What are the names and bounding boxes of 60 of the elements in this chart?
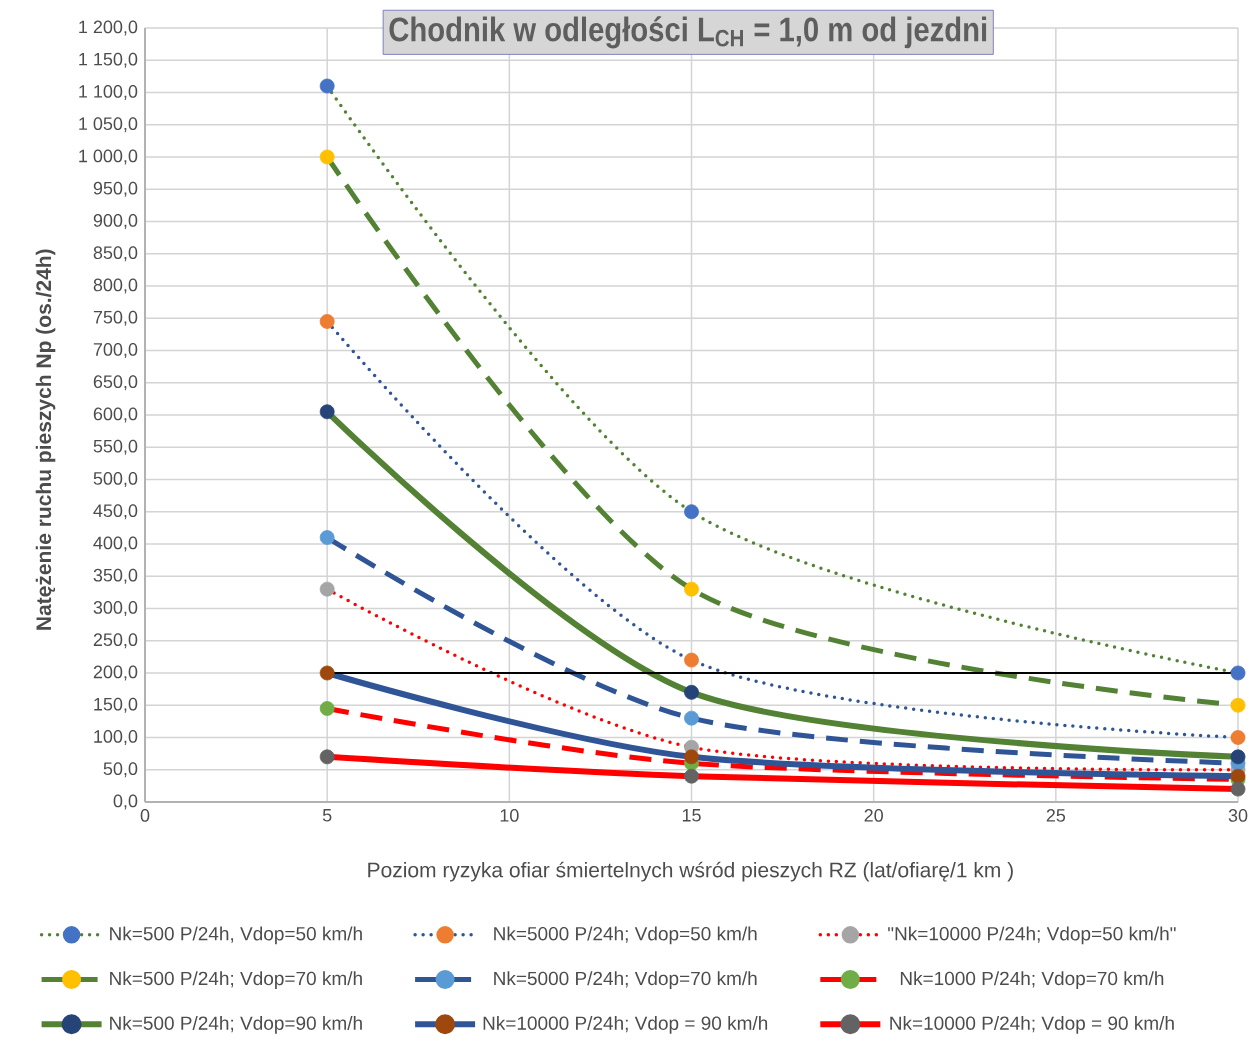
- y-tick-label: 900,0: [93, 214, 138, 229]
- point: [684, 581, 699, 597]
- point: [319, 530, 335, 545]
- x-tick-label: 15: [682, 809, 701, 822]
- point: [319, 749, 335, 765]
- legend-label: Nk=5000 P/24h; Vdop=70 km/h: [494, 971, 757, 989]
- legend-label: Nk=10000 P/24h; Vdop = 90 km/h: [483, 1015, 768, 1034]
- point: [684, 504, 699, 520]
- point: [684, 684, 699, 700]
- legend-label: Nk=5000 P/24h; Vdop=50 km/h: [494, 926, 757, 945]
- y-tick-label: 750,0: [93, 310, 138, 326]
- y-tick-label: 800,0: [93, 278, 138, 294]
- y-tick-label: 1 200,0: [79, 20, 138, 36]
- point: [684, 749, 699, 765]
- point: [684, 768, 699, 784]
- point: [319, 701, 335, 716]
- y-tick-label: 650,0: [93, 375, 138, 391]
- y-tick-label: 600,0: [93, 407, 138, 423]
- point: [684, 652, 699, 668]
- point: [319, 314, 335, 329]
- y-tick-label: 200,0: [93, 665, 138, 681]
- y-tick-label: 350,0: [93, 568, 138, 584]
- y-tick-label: 100,0: [94, 730, 138, 745]
- point: [319, 581, 335, 597]
- legend-label: Nk=500 P/24h; Vdop=90 km/h: [110, 1015, 362, 1034]
- x-tick-label: 20: [864, 809, 883, 822]
- y-tick-label: 850,0: [93, 246, 138, 262]
- y-tick-label: 950,0: [93, 181, 138, 197]
- point: [319, 404, 335, 420]
- x-tick-label: 25: [1046, 809, 1066, 822]
- legend-label: Nk=1000 P/24h; Vdop=70 km/h: [900, 971, 1164, 989]
- y-tick-label: 1 000,0: [79, 149, 138, 165]
- y-tick-label: 400,0: [93, 536, 138, 552]
- legend-label: "Nk=10000 P/24h; Vdop=50 km/h": [888, 926, 1176, 945]
- y-axis-title: Natężenie ruchu pieszych Np (os./24h): [35, 249, 56, 630]
- chart-title: Chodnik w odległości L$_{CH}$ = 1,0 m od jezdni: [389, 16, 987, 49]
- y-tick-label: 1 100,0: [79, 85, 138, 100]
- y-tick-label: 0,0: [113, 794, 138, 810]
- y-tick-label: 450,0: [93, 504, 138, 520]
- x-tick-label: 10: [500, 809, 519, 822]
- y-tick-label: 150,0: [94, 697, 138, 713]
- y-tick-label: 300,0: [93, 601, 138, 616]
- y-tick-label: 500,0: [93, 472, 138, 487]
- y-tick-label: 700,0: [93, 343, 138, 358]
- x-tick-label: 30: [1228, 809, 1248, 822]
- point: [319, 665, 335, 681]
- point: [319, 78, 335, 94]
- x-tick-label: 5: [322, 809, 332, 822]
- legend-label: Nk=10000 P/24h; Vdop = 90 km/h: [890, 1015, 1174, 1034]
- point: [319, 149, 335, 165]
- point: [684, 710, 699, 726]
- y-tick-label: 50,0: [103, 762, 138, 778]
- y-tick-label: 1 150,0: [79, 52, 138, 68]
- x-axis-title: Poziom ryzyka ofiar śmiertelnych wśród pieszych RZ (lat/ofiarę/1 km ): [368, 861, 1013, 882]
- x-tick-label: 0: [140, 809, 150, 822]
- legend-label: Nk=500 P/24h, Vdop=50 km/h: [110, 926, 362, 945]
- legend-label: Nk=500 P/24h; Vdop=70 km/h: [110, 971, 362, 989]
- y-tick-label: 550,0: [93, 439, 138, 455]
- y-tick-label: 1 050,0: [79, 117, 138, 133]
- y-tick-label: 250,0: [93, 633, 138, 649]
